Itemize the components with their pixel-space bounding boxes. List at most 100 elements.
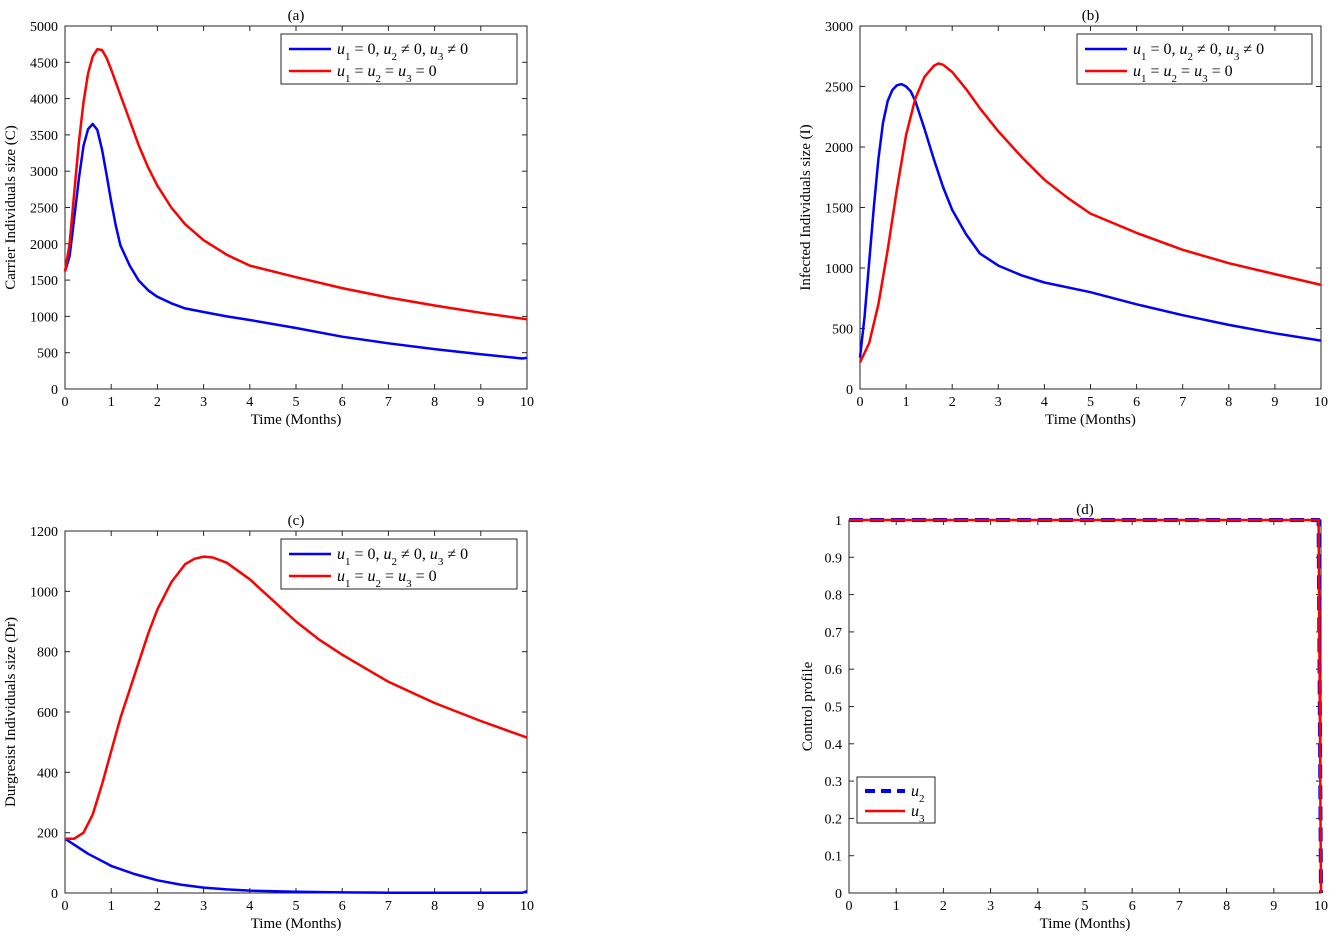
y-tick-label: 2500 xyxy=(30,202,58,217)
y-tick-label: 1 xyxy=(835,514,842,529)
x-tick-label: 8 xyxy=(431,899,438,914)
legend-label-2: u1 = u2 = u3 = 0 xyxy=(337,568,437,590)
x-tick-label: 7 xyxy=(385,899,392,914)
y-tick-label: 4000 xyxy=(30,93,58,108)
legend-label-2: u1 = u2 = u3 = 0 xyxy=(337,63,437,85)
x-tick-label: 9 xyxy=(1270,899,1277,914)
y-tick-label: 1500 xyxy=(825,202,853,217)
y-axis-label: Infected Individuals size (I) xyxy=(798,124,814,290)
y-tick-label: 5000 xyxy=(30,20,58,35)
y-axis-label: Carrier Individuals size (C) xyxy=(3,125,19,290)
legend-label-2: u1 = u2 = u3 = 0 xyxy=(1133,63,1233,85)
y-tick-label: 0.3 xyxy=(825,775,843,790)
series-line-1 xyxy=(858,82,1322,358)
series-line-2 xyxy=(65,555,528,840)
y-tick-label: 3000 xyxy=(825,20,853,35)
x-tick-label: 0 xyxy=(62,395,69,410)
x-tick-label: 8 xyxy=(431,395,438,410)
legend-label-1: u1 = 0, u2 ≠ 0, u3 ≠ 0 xyxy=(337,41,468,63)
x-tick-label: 6 xyxy=(1133,395,1140,410)
x-tick-label: 2 xyxy=(154,899,161,914)
x-axis-label: Time (Months) xyxy=(251,412,342,428)
y-tick-label: 0 xyxy=(51,887,58,902)
legend: u1 = 0, u2 ≠ 0, u3 ≠ 0u1 = u2 = u3 = 0 xyxy=(280,33,518,85)
series-line-1 xyxy=(849,518,1323,894)
series-line-2 xyxy=(858,62,1322,363)
panel-d: 0 1 2 3 4 5 6 7 8 9 10 0 0.1 0.2 0.3 0.4 0.5 0.6 0.7 0.8 0.9… xyxy=(800,502,1328,932)
legend-box xyxy=(280,33,518,85)
x-tick-label: 0 xyxy=(62,899,69,914)
series-line-1 xyxy=(64,837,528,894)
x-tick-label: 9 xyxy=(1271,395,1278,410)
x-tick-label: 3 xyxy=(995,395,1002,410)
y-tick-label: 0.6 xyxy=(825,663,843,678)
y-axis-label: Control profile xyxy=(800,661,816,751)
y-tick-label: 0.8 xyxy=(825,589,843,604)
chart-title: (c) xyxy=(288,513,305,529)
legend-label-1: u2 xyxy=(911,783,925,805)
legend: u1 = 0, u2 ≠ 0, u3 ≠ 0u1 = u2 = u3 = 0 xyxy=(280,538,518,590)
x-tick-label: 7 xyxy=(1179,395,1186,410)
x-tick-label: 7 xyxy=(1176,899,1183,914)
chart-title: (b) xyxy=(1082,8,1100,24)
y-tick-label: 2000 xyxy=(30,238,58,253)
y-tick-label: 1000 xyxy=(30,585,58,600)
x-tick-label: 10 xyxy=(1314,899,1328,914)
y-tick-label: 0 xyxy=(846,383,853,398)
legend-label-1: u1 = 0, u2 ≠ 0, u3 ≠ 0 xyxy=(1133,41,1264,63)
y-tick-label: 0 xyxy=(835,887,842,902)
x-tick-label: 5 xyxy=(293,395,300,410)
y-tick-label: 800 xyxy=(37,646,58,661)
y-tick-label: 1000 xyxy=(30,310,58,325)
legend-label-1: u1 = 0, u2 ≠ 0, u3 ≠ 0 xyxy=(337,546,468,568)
y-tick-label: 2000 xyxy=(825,141,853,156)
y-tick-label: 3500 xyxy=(30,129,58,144)
panel-a: 0 1 2 3 4 5 6 7 8 9 10 0 500 1000 1500 2000 2500 3000 3500… xyxy=(3,8,534,428)
x-tick-label: 4 xyxy=(246,395,253,410)
x-tick-label: 6 xyxy=(339,395,346,410)
x-axis-label: Time (Months) xyxy=(1040,916,1131,932)
x-tick-label: 5 xyxy=(1087,395,1094,410)
x-tick-label: 1 xyxy=(108,395,115,410)
legend-box xyxy=(1076,33,1313,85)
panel-c: 0 1 2 3 4 5 6 7 8 9 10 0 200 400 600 800 1000 1200 (c) Time… xyxy=(3,513,534,932)
chart-title: (a) xyxy=(288,8,305,24)
x-tick-label: 7 xyxy=(385,395,392,410)
y-tick-label: 0.4 xyxy=(825,738,843,753)
series-line-2 xyxy=(849,518,1323,894)
x-tick-label: 2 xyxy=(940,899,947,914)
x-tick-label: 4 xyxy=(1034,899,1041,914)
y-tick-label: 600 xyxy=(37,706,58,721)
x-tick-label: 8 xyxy=(1225,395,1232,410)
y-tick-label: 2500 xyxy=(825,81,853,96)
x-tick-label: 5 xyxy=(293,899,300,914)
y-tick-label: 500 xyxy=(832,323,853,338)
x-tick-label: 3 xyxy=(200,899,207,914)
legend-label-2: u3 xyxy=(911,803,925,825)
x-tick-label: 3 xyxy=(987,899,994,914)
y-axis-label: Durgresist Individuals size (Dr) xyxy=(3,617,19,807)
x-tick-label: 1 xyxy=(108,899,115,914)
x-tick-label: 2 xyxy=(949,395,956,410)
y-tick-label: 0.9 xyxy=(825,551,843,566)
y-tick-label: 0.1 xyxy=(825,850,843,865)
x-tick-label: 10 xyxy=(1314,395,1328,410)
y-tick-label: 1000 xyxy=(825,262,853,277)
y-tick-label: 0.2 xyxy=(825,812,843,827)
x-tick-label: 0 xyxy=(846,899,853,914)
x-tick-label: 5 xyxy=(1082,899,1089,914)
x-tick-label: 6 xyxy=(1129,899,1136,914)
y-tick-label: 500 xyxy=(37,347,58,362)
y-tick-label: 400 xyxy=(37,766,58,781)
series-line-1 xyxy=(63,122,528,360)
x-tick-label: 9 xyxy=(477,899,484,914)
x-tick-label: 9 xyxy=(477,395,484,410)
x-tick-label: 4 xyxy=(246,899,253,914)
chart-title: (d) xyxy=(1076,502,1094,518)
legend: u1 = 0, u2 ≠ 0, u3 ≠ 0u1 = u2 = u3 = 0 xyxy=(1076,33,1313,85)
x-tick-label: 2 xyxy=(154,395,161,410)
x-axis-label: Time (Months) xyxy=(251,916,342,932)
x-tick-label: 6 xyxy=(339,899,346,914)
legend-box xyxy=(280,538,518,590)
